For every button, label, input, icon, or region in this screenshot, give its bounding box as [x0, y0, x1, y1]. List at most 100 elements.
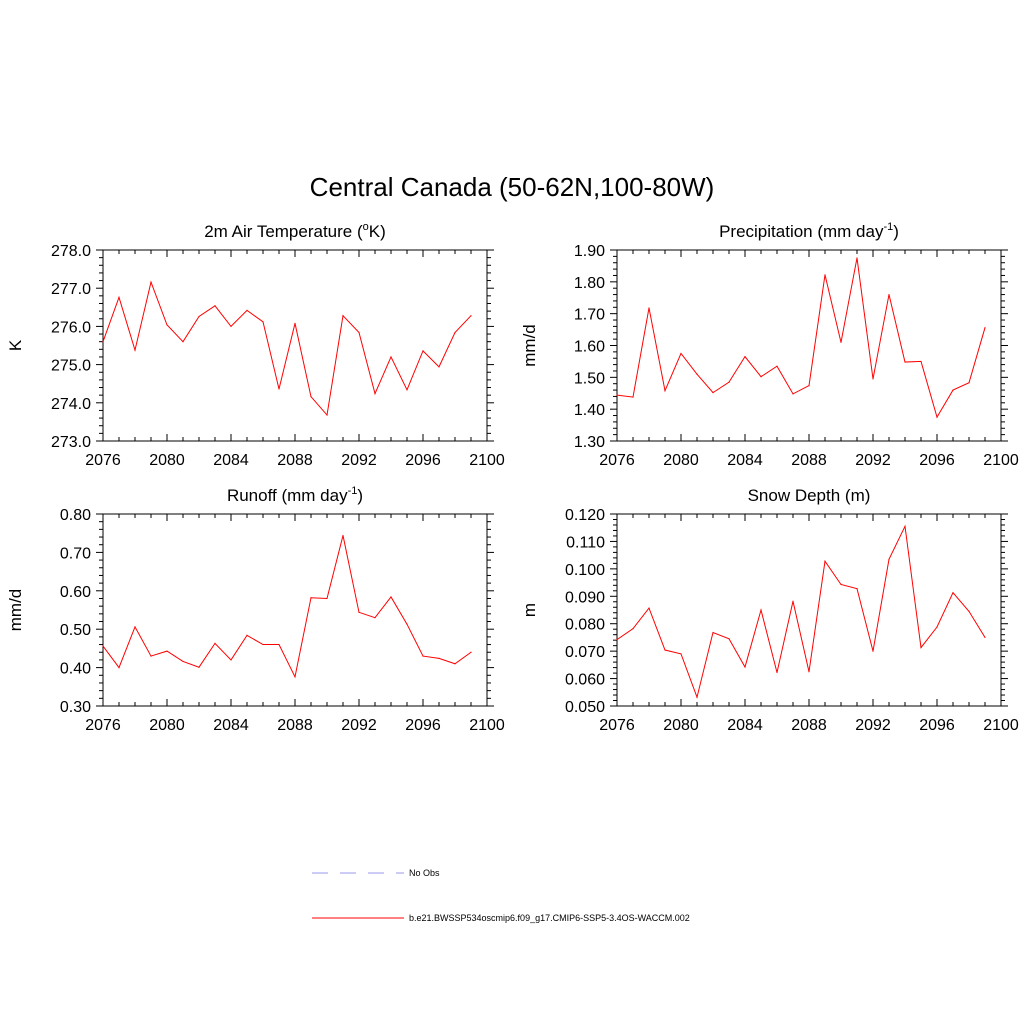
panel-precip: Precipitation (mm day-1) 2076 2080 2084 2088…	[520, 221, 1019, 469]
legend-model-label: b.e21.BWSSP534oscmip6.f09_g17.CMIP6-SSP5…	[409, 913, 690, 923]
data-point-snow	[760, 609, 762, 611]
data-point-temp	[246, 309, 248, 311]
data-point-runoff	[166, 650, 168, 652]
x-tick-label-snow: 2076	[599, 717, 635, 734]
y-tick-label-snow: 0.080	[565, 617, 605, 634]
data-point-runoff	[278, 643, 280, 646]
data-point-snow	[664, 649, 666, 651]
data-point-runoff	[102, 645, 104, 647]
data-point-runoff	[358, 611, 360, 613]
data-point-runoff	[262, 643, 264, 646]
y-tick-label-precip: 1.70	[574, 307, 605, 324]
data-point-runoff	[342, 534, 344, 537]
x-tick-label-runoff: 2076	[85, 717, 121, 734]
y-axis-label-snow: m	[520, 603, 539, 617]
panel-title-snow: Snow Depth (m)	[748, 486, 871, 505]
data-point-precip	[968, 382, 970, 384]
x-tick-label-temp: 2100	[469, 452, 505, 469]
data-point-precip	[760, 376, 762, 378]
x-tick-label-temp: 2076	[85, 452, 121, 469]
x-tick-label-precip: 2092	[855, 452, 891, 469]
data-point-precip	[984, 327, 986, 329]
data-point-snow	[824, 560, 826, 562]
x-tick-label-precip: 2076	[599, 452, 635, 469]
data-point-temp	[166, 324, 168, 326]
data-point-temp	[230, 325, 232, 327]
data-point-precip	[680, 352, 682, 355]
chart-panels: 2m Air Temperature (oK) 2076 2080 2084 2088 2…	[6, 221, 1019, 734]
y-axis-label-precip: mm/d	[520, 324, 539, 367]
data-point-temp	[310, 396, 312, 398]
data-point-snow	[680, 653, 682, 655]
data-point-precip	[920, 360, 922, 363]
data-point-runoff	[310, 597, 312, 599]
data-point-precip	[792, 393, 794, 395]
data-point-runoff	[470, 651, 472, 653]
data-point-temp	[406, 389, 408, 391]
data-point-precip	[728, 381, 730, 383]
data-point-precip	[712, 392, 714, 394]
y-tick-label-temp: 273.0	[51, 434, 91, 451]
series-line-precip	[616, 257, 986, 419]
data-point-temp	[358, 331, 360, 334]
data-point-temp	[198, 315, 200, 318]
y-tick-label-temp: 275.0	[51, 358, 91, 375]
data-point-precip	[904, 361, 906, 363]
y-tick-label-snow: 0.070	[565, 644, 605, 661]
x-tick-label-temp: 2096	[405, 452, 441, 469]
x-tick-label-runoff: 2088	[277, 717, 313, 734]
y-tick-label-snow: 0.100	[565, 562, 605, 579]
x-tick-label-snow: 2080	[663, 717, 699, 734]
plot-frame-precip	[616, 249, 1002, 442]
plot-frame-snow	[616, 513, 1002, 707]
data-point-snow	[696, 696, 698, 698]
y-tick-label-temp: 276.0	[51, 319, 91, 336]
data-point-runoff	[134, 626, 136, 628]
y-tick-label-snow: 0.120	[565, 507, 605, 524]
x-tick-label-snow: 2096	[919, 717, 955, 734]
data-point-runoff	[246, 634, 248, 636]
data-point-runoff	[198, 666, 200, 668]
series-line-runoff	[102, 535, 472, 679]
data-point-precip	[936, 416, 938, 418]
plot-frame-temp	[102, 249, 488, 442]
data-point-snow	[984, 636, 986, 639]
y-tick-label-precip: 1.50	[574, 370, 605, 387]
data-point-temp	[390, 356, 392, 358]
y-tick-label-snow: 0.060	[565, 672, 605, 689]
data-point-precip	[840, 341, 842, 343]
data-point-precip	[664, 390, 666, 392]
data-point-snow	[968, 610, 970, 612]
data-point-precip	[888, 293, 890, 296]
data-point-temp	[134, 349, 136, 351]
data-point-snow	[712, 631, 714, 634]
x-tick-label-runoff: 2080	[149, 717, 185, 734]
y-axis-label-runoff: mm/d	[6, 589, 25, 632]
data-point-temp	[454, 331, 456, 334]
data-point-temp	[278, 388, 280, 390]
x-tick-label-temp: 2084	[213, 452, 249, 469]
data-point-temp	[470, 315, 472, 317]
y-tick-label-precip: 1.40	[574, 402, 605, 419]
y-tick-label-snow: 0.110	[566, 534, 605, 551]
panel-temp: 2m Air Temperature (oK) 2076 2080 2084 2088 2…	[6, 221, 505, 469]
legend: No Obs b.e21.BWSSP534oscmip6.f09_g17.CMI…	[312, 868, 690, 923]
data-point-runoff	[118, 667, 120, 669]
data-point-precip	[632, 396, 634, 398]
data-point-precip	[744, 356, 746, 358]
data-point-temp	[294, 322, 296, 324]
x-tick-label-snow: 2088	[791, 717, 827, 734]
x-tick-label-snow: 2084	[727, 717, 763, 734]
x-tick-label-temp: 2080	[149, 452, 185, 469]
x-tick-label-precip: 2080	[663, 452, 699, 469]
x-tick-label-precip: 2096	[919, 452, 955, 469]
y-tick-label-precip: 1.90	[574, 243, 605, 260]
y-tick-label-runoff: 0.40	[60, 661, 91, 678]
x-tick-label-precip: 2100	[983, 452, 1019, 469]
data-point-precip	[648, 307, 650, 309]
data-point-temp	[118, 296, 120, 298]
y-tick-label-precip: 1.80	[574, 275, 605, 292]
y-tick-label-runoff: 0.50	[60, 622, 91, 639]
data-point-snow	[744, 666, 746, 668]
